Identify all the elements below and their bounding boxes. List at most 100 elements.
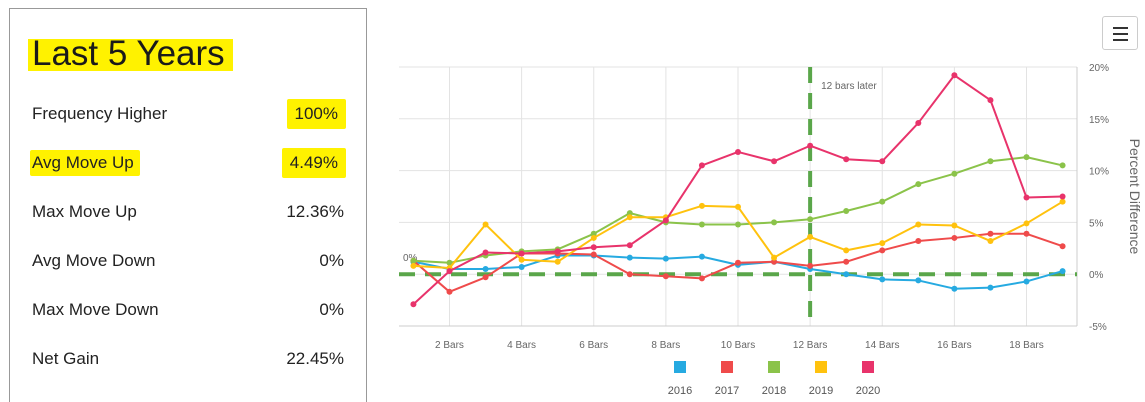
- data-point: [698, 275, 705, 282]
- stat-label: Net Gain: [32, 349, 100, 368]
- data-point: [807, 262, 814, 269]
- data-point: [626, 214, 633, 221]
- y-tick-label: 0%: [1089, 270, 1104, 281]
- legend-label-2020: 2020: [856, 385, 880, 397]
- data-point: [554, 248, 561, 255]
- data-point: [915, 221, 922, 228]
- stat-label: Avg Move Up: [30, 150, 140, 176]
- data-point: [951, 234, 958, 241]
- hamburger-menu-icon: [1113, 27, 1128, 29]
- data-point: [482, 221, 489, 228]
- data-point: [951, 222, 958, 229]
- data-point: [771, 258, 778, 265]
- x-tick-label: 2 Bars: [435, 340, 464, 351]
- legend-swatch-2018: [768, 361, 780, 373]
- legend-label-2018: 2018: [762, 385, 786, 397]
- stat-row-max-move-down: Max Move Down 0%: [30, 293, 346, 327]
- chart-legend: 2016 2017 2018 2019 2020: [668, 361, 880, 397]
- data-point: [590, 234, 597, 241]
- data-point: [987, 97, 994, 104]
- y-tick-label: 15%: [1089, 115, 1109, 126]
- data-point: [1059, 243, 1066, 250]
- data-point: [698, 221, 705, 228]
- data-point: [590, 230, 597, 237]
- data-point: [446, 288, 453, 295]
- y-tick-label: 10%: [1089, 167, 1109, 178]
- data-point: [1059, 162, 1066, 169]
- data-point: [843, 156, 850, 163]
- data-point: [807, 216, 814, 223]
- data-point: [698, 253, 705, 260]
- data-point: [735, 259, 741, 266]
- y-tick-label: 5%: [1089, 218, 1104, 229]
- data-point: [662, 217, 669, 224]
- legend-label-2016: 2016: [668, 385, 692, 397]
- data-point: [843, 247, 850, 254]
- stat-row-avg-move-down: Avg Move Down 0%: [30, 244, 346, 278]
- x-tick-label: 16 Bars: [937, 340, 971, 351]
- data-point: [410, 301, 417, 308]
- y-axis: -5% 0% 5% 10% 15% 20%: [1089, 63, 1109, 333]
- x-tick-label: 18 Bars: [1009, 340, 1043, 351]
- data-point: [1059, 268, 1066, 275]
- stat-row-avg-move-up: Avg Move Up 4.49%: [30, 146, 346, 180]
- x-tick-label: 10 Bars: [721, 340, 755, 351]
- data-point: [1023, 230, 1030, 237]
- data-point: [807, 142, 814, 149]
- data-point: [771, 158, 778, 165]
- data-point: [771, 219, 778, 226]
- zero-line-label: 0%: [403, 253, 418, 264]
- data-point: [518, 250, 525, 257]
- data-point: [1023, 278, 1030, 285]
- data-point: [951, 285, 958, 292]
- data-point: [987, 158, 994, 165]
- data-point: [915, 119, 922, 126]
- legend-swatch-2017: [721, 361, 733, 373]
- data-point: [735, 203, 741, 210]
- data-point: [879, 158, 886, 165]
- stat-row-net-gain: Net Gain 22.45%: [30, 342, 346, 376]
- data-point: [987, 284, 994, 291]
- data-point: [626, 242, 633, 249]
- hamburger-menu-icon-bar: [1113, 39, 1128, 41]
- stat-value: 100%: [286, 99, 346, 129]
- panel-title: Last 5 Years: [28, 33, 233, 75]
- series-2019: [410, 198, 1066, 271]
- data-point: [662, 273, 669, 280]
- series-2020: [410, 72, 1066, 308]
- data-point: [879, 247, 886, 254]
- data-point: [698, 202, 705, 209]
- x-tick-label: 6 Bars: [579, 340, 608, 351]
- stat-value: 12.36%: [286, 202, 344, 221]
- x-tick-label: 4 Bars: [507, 340, 536, 351]
- data-point: [1023, 154, 1030, 161]
- chart-menu-button[interactable]: [1102, 16, 1138, 50]
- data-point: [482, 249, 489, 256]
- data-point: [735, 148, 741, 155]
- data-point: [518, 256, 525, 263]
- data-point: [1059, 198, 1066, 205]
- chart-grid: [399, 66, 1078, 327]
- legend-label-2017: 2017: [715, 385, 739, 397]
- data-point: [410, 262, 417, 269]
- data-point: [879, 198, 886, 205]
- y-tick-label: 20%: [1089, 63, 1109, 74]
- data-point: [915, 238, 922, 245]
- y-tick-label: -5%: [1089, 322, 1107, 333]
- data-point: [843, 258, 850, 265]
- stat-value: 0%: [319, 300, 344, 319]
- data-point: [1059, 193, 1066, 200]
- data-point: [554, 258, 561, 265]
- hamburger-menu-icon-bar: [1113, 33, 1128, 35]
- data-point: [951, 170, 958, 177]
- data-point: [735, 221, 741, 228]
- data-point: [662, 255, 669, 262]
- data-point: [410, 257, 417, 264]
- x-tick-label: 12 Bars: [793, 340, 827, 351]
- data-point: [987, 230, 994, 237]
- data-point: [1023, 194, 1030, 201]
- stat-label: Frequency Higher: [32, 104, 168, 123]
- data-point: [626, 271, 633, 278]
- y-axis-title: Percent Difference: [1127, 139, 1143, 255]
- data-point: [446, 268, 453, 275]
